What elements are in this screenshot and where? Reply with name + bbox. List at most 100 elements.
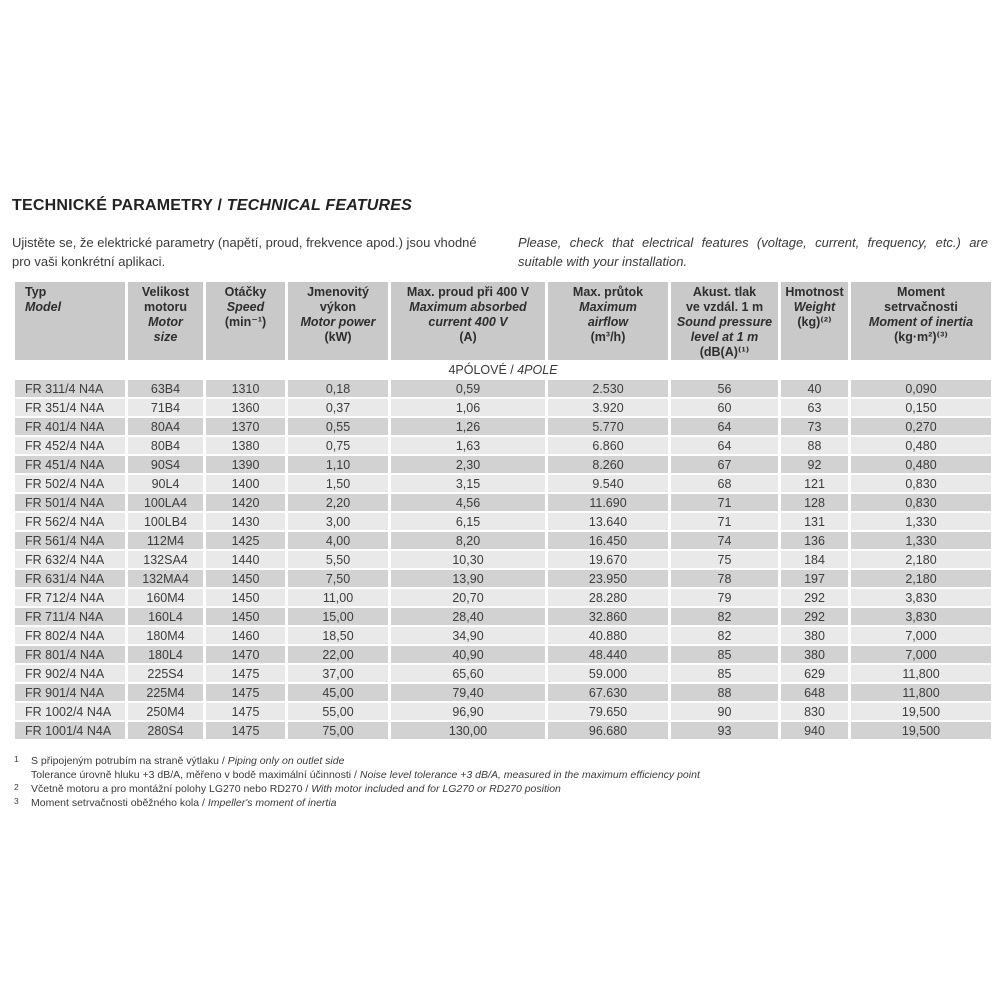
- model-cell: FR 451/4 N4A: [15, 456, 125, 473]
- value-cell: 9.540: [548, 475, 668, 492]
- value-cell: 13,90: [391, 570, 545, 587]
- value-cell: 6,15: [391, 513, 545, 530]
- value-cell: 130,00: [391, 722, 545, 739]
- value-cell: 19.670: [548, 551, 668, 568]
- value-cell: 88: [671, 684, 778, 701]
- value-cell: 1430: [206, 513, 285, 530]
- value-cell: 64: [671, 437, 778, 454]
- model-cell: FR 1002/4 N4A: [15, 703, 125, 720]
- column-header-max-prutok: Max. průtok Maximum airflow (m³/h): [548, 282, 668, 360]
- value-cell: 1,06: [391, 399, 545, 416]
- value-cell: 2,180: [851, 551, 991, 568]
- footnote: 1 S připojeným potrubím na straně výtlaku…: [14, 754, 989, 782]
- value-cell: 34,90: [391, 627, 545, 644]
- value-cell: 1380: [206, 437, 285, 454]
- pole-section-czech: 4PÓLOVÉ: [448, 363, 507, 377]
- value-cell: 184: [781, 551, 848, 568]
- value-cell: 3,15: [391, 475, 545, 492]
- value-cell: 85: [671, 665, 778, 682]
- value-cell: 40,90: [391, 646, 545, 663]
- value-cell: 85: [671, 646, 778, 663]
- value-cell: 1450: [206, 589, 285, 606]
- value-cell: 0,150: [851, 399, 991, 416]
- value-cell: 78: [671, 570, 778, 587]
- footnote: 3 Moment setrvačnosti oběžného kola / Imp…: [14, 796, 989, 810]
- value-cell: 92: [781, 456, 848, 473]
- page-title-english: TECHNICAL FEATURES: [226, 196, 413, 214]
- model-cell: FR 802/4 N4A: [15, 627, 125, 644]
- value-cell: 23.950: [548, 570, 668, 587]
- value-cell: 11,00: [288, 589, 388, 606]
- value-cell: 71B4: [128, 399, 203, 416]
- value-cell: 292: [781, 589, 848, 606]
- model-cell: FR 561/4 N4A: [15, 532, 125, 549]
- model-cell: FR 632/4 N4A: [15, 551, 125, 568]
- value-cell: 380: [781, 646, 848, 663]
- footnote-marker: 3: [14, 796, 19, 806]
- table-row: FR 712/4 N4A 160M4 1450 11,00 20,70 28.280 79 2…: [15, 589, 991, 606]
- value-cell: 79,40: [391, 684, 545, 701]
- value-cell: 64: [671, 418, 778, 435]
- value-cell: 0,830: [851, 494, 991, 511]
- value-cell: 59.000: [548, 665, 668, 682]
- model-cell: FR 631/4 N4A: [15, 570, 125, 587]
- value-cell: 68: [671, 475, 778, 492]
- value-cell: 82: [671, 627, 778, 644]
- pole-section-separator: /: [506, 363, 518, 377]
- value-cell: 80B4: [128, 437, 203, 454]
- column-header-moment: Moment setrvačnosti Moment of inertia (kg·m…: [851, 282, 991, 360]
- pole-section-english: 4POLE: [517, 363, 558, 377]
- value-cell: 0,75: [288, 437, 388, 454]
- value-cell: 100LA4: [128, 494, 203, 511]
- value-cell: 7,000: [851, 646, 991, 663]
- page-title-czech: TECHNICKÉ PARAMETRY: [12, 196, 213, 214]
- value-cell: 1370: [206, 418, 285, 435]
- value-cell: 1390: [206, 456, 285, 473]
- value-cell: 5,50: [288, 551, 388, 568]
- value-cell: 22,00: [288, 646, 388, 663]
- value-cell: 1475: [206, 722, 285, 739]
- value-cell: 16.450: [548, 532, 668, 549]
- value-cell: 180M4: [128, 627, 203, 644]
- page-title: TECHNICKÉ PARAMETRY / TECHNICAL FEATURES: [12, 197, 412, 215]
- table-row: FR 902/4 N4A 225S4 1475 37,00 65,60 59.000 85 6…: [15, 665, 991, 682]
- value-cell: 225S4: [128, 665, 203, 682]
- model-cell: FR 1001/4 N4A: [15, 722, 125, 739]
- value-cell: 1460: [206, 627, 285, 644]
- value-cell: 4,00: [288, 532, 388, 549]
- value-cell: 112M4: [128, 532, 203, 549]
- model-cell: FR 711/4 N4A: [15, 608, 125, 625]
- value-cell: 1,50: [288, 475, 388, 492]
- model-cell: FR 901/4 N4A: [15, 684, 125, 701]
- value-cell: 74: [671, 532, 778, 549]
- value-cell: 75,00: [288, 722, 388, 739]
- value-cell: 1450: [206, 608, 285, 625]
- value-cell: 1440: [206, 551, 285, 568]
- value-cell: 73: [781, 418, 848, 435]
- value-cell: 1,330: [851, 532, 991, 549]
- table-row: FR 351/4 N4A 71B4 1360 0,37 1,06 3.920 60 63 0,1…: [15, 399, 991, 416]
- value-cell: 96,90: [391, 703, 545, 720]
- value-cell: 180L4: [128, 646, 203, 663]
- value-cell: 2,180: [851, 570, 991, 587]
- column-header-jmenovity-vykon: Jmenovitý výkon Motor power (kW): [288, 282, 388, 360]
- value-cell: 1,330: [851, 513, 991, 530]
- model-cell: FR 801/4 N4A: [15, 646, 125, 663]
- table-row: FR 452/4 N4A 80B4 1380 0,75 1,63 6.860 64 88 0,4…: [15, 437, 991, 454]
- value-cell: 93: [671, 722, 778, 739]
- value-cell: 128: [781, 494, 848, 511]
- value-cell: 197: [781, 570, 848, 587]
- value-cell: 0,090: [851, 380, 991, 397]
- model-cell: FR 502/4 N4A: [15, 475, 125, 492]
- value-cell: 63: [781, 399, 848, 416]
- table-row: FR 632/4 N4A 132SA4 1440 5,50 10,30 19.670 75 1…: [15, 551, 991, 568]
- table-header-row: Typ Model Velikost motoru Motor size Otáčky Spe…: [15, 282, 991, 360]
- table-row: FR 502/4 N4A 90L4 1400 1,50 3,15 9.540 68 121 0,…: [15, 475, 991, 492]
- model-cell: FR 562/4 N4A: [15, 513, 125, 530]
- value-cell: 121: [781, 475, 848, 492]
- value-cell: 18,50: [288, 627, 388, 644]
- value-cell: 56: [671, 380, 778, 397]
- column-header-typ-model: Typ Model: [15, 282, 125, 360]
- value-cell: 71: [671, 513, 778, 530]
